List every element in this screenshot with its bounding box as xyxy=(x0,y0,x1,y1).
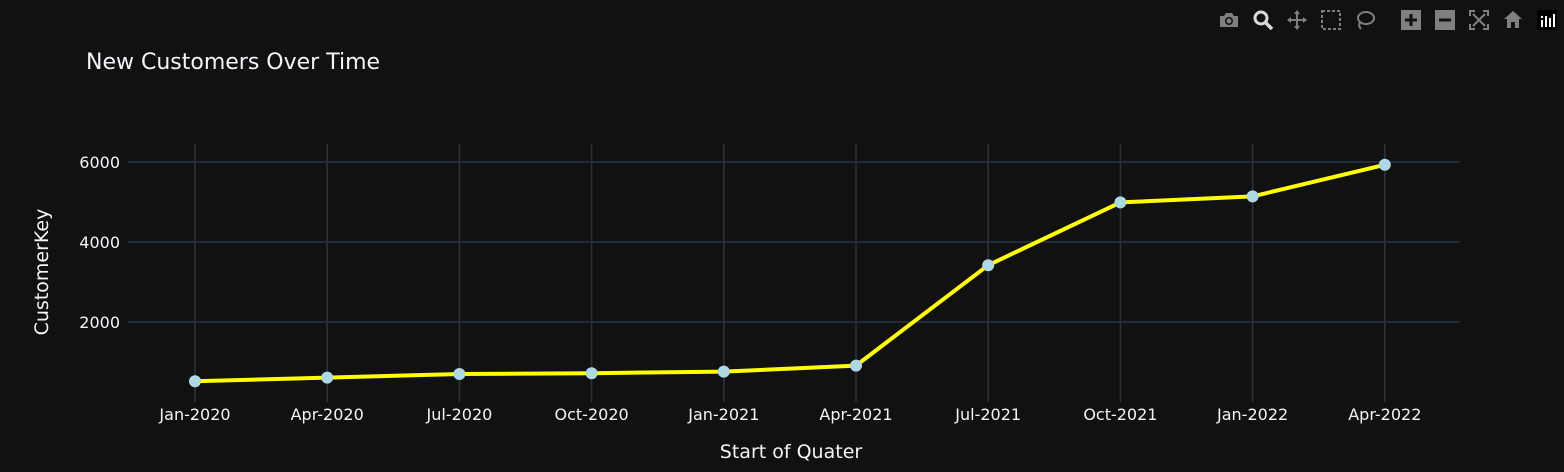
data-point[interactable] xyxy=(585,367,598,380)
x-tick-label: Apr-2022 xyxy=(1348,405,1421,424)
zoom-icon xyxy=(1253,10,1274,31)
data-point[interactable] xyxy=(982,259,995,272)
series-line xyxy=(194,162,1386,384)
x-tick-label: Oct-2020 xyxy=(555,405,629,424)
y-tick-label: 4000 xyxy=(79,233,120,252)
x-tick-label: Jul-2020 xyxy=(426,405,493,424)
x-tick-label: Apr-2020 xyxy=(291,405,364,424)
pan-button[interactable] xyxy=(1285,8,1309,32)
lasso-select-icon xyxy=(1357,11,1375,30)
camera-icon xyxy=(1220,13,1238,27)
data-point[interactable] xyxy=(1114,196,1127,209)
box-select-icon xyxy=(1321,10,1341,30)
data-point[interactable] xyxy=(189,375,201,388)
chart-title: New Customers Over Time xyxy=(86,50,381,75)
y-gridlines xyxy=(128,161,1460,323)
series-line-group xyxy=(194,162,1386,384)
plotly-logo[interactable] xyxy=(1535,8,1559,32)
x-tick-label: Apr-2021 xyxy=(819,405,892,424)
autoscale-icon xyxy=(1469,10,1489,30)
x-tick-labels: Jan-2020 Apr-2020 Jul-2020 Oct-2020 Jan-2021… xyxy=(158,405,1421,424)
zoom-in-icon xyxy=(1401,10,1421,30)
x-tick-label: Jan-2022 xyxy=(1216,405,1288,424)
data-point[interactable] xyxy=(850,359,862,372)
x-tick-label: Oct-2021 xyxy=(1083,405,1157,424)
home-icon xyxy=(1504,11,1522,28)
data-point[interactable] xyxy=(1378,158,1391,171)
download-plot-button[interactable] xyxy=(1217,8,1241,32)
data-point[interactable] xyxy=(717,365,730,378)
series-points-group[interactable] xyxy=(189,158,1391,388)
data-point[interactable] xyxy=(321,371,334,384)
zoom-out-icon xyxy=(1435,10,1455,30)
plotly-logo-icon xyxy=(1537,10,1557,30)
reset-axes-button[interactable] xyxy=(1501,8,1525,32)
y-tick-label: 6000 xyxy=(79,153,120,172)
lasso-select-button[interactable] xyxy=(1353,8,1377,32)
x-gridlines xyxy=(194,144,1386,402)
zoom-in-button[interactable] xyxy=(1399,8,1423,32)
y-axis-title: CustomerKey xyxy=(31,209,53,336)
box-select-button[interactable] xyxy=(1319,8,1343,32)
zoom-out-button[interactable] xyxy=(1433,8,1457,32)
y-tick-labels: 2000 4000 6000 xyxy=(79,153,120,332)
modebar xyxy=(1212,8,1564,32)
pan-icon xyxy=(1287,10,1307,30)
data-point[interactable] xyxy=(1246,190,1259,203)
autoscale-button[interactable] xyxy=(1467,8,1491,32)
y-tick-label: 2000 xyxy=(79,313,120,332)
x-tick-label: Jan-2020 xyxy=(158,405,230,424)
x-axis-title: Start of Quater xyxy=(720,441,863,463)
x-tick-label: Jul-2021 xyxy=(954,405,1021,424)
data-point[interactable] xyxy=(453,368,466,380)
x-tick-label: Jan-2021 xyxy=(687,405,759,424)
zoom-button[interactable] xyxy=(1251,8,1275,32)
